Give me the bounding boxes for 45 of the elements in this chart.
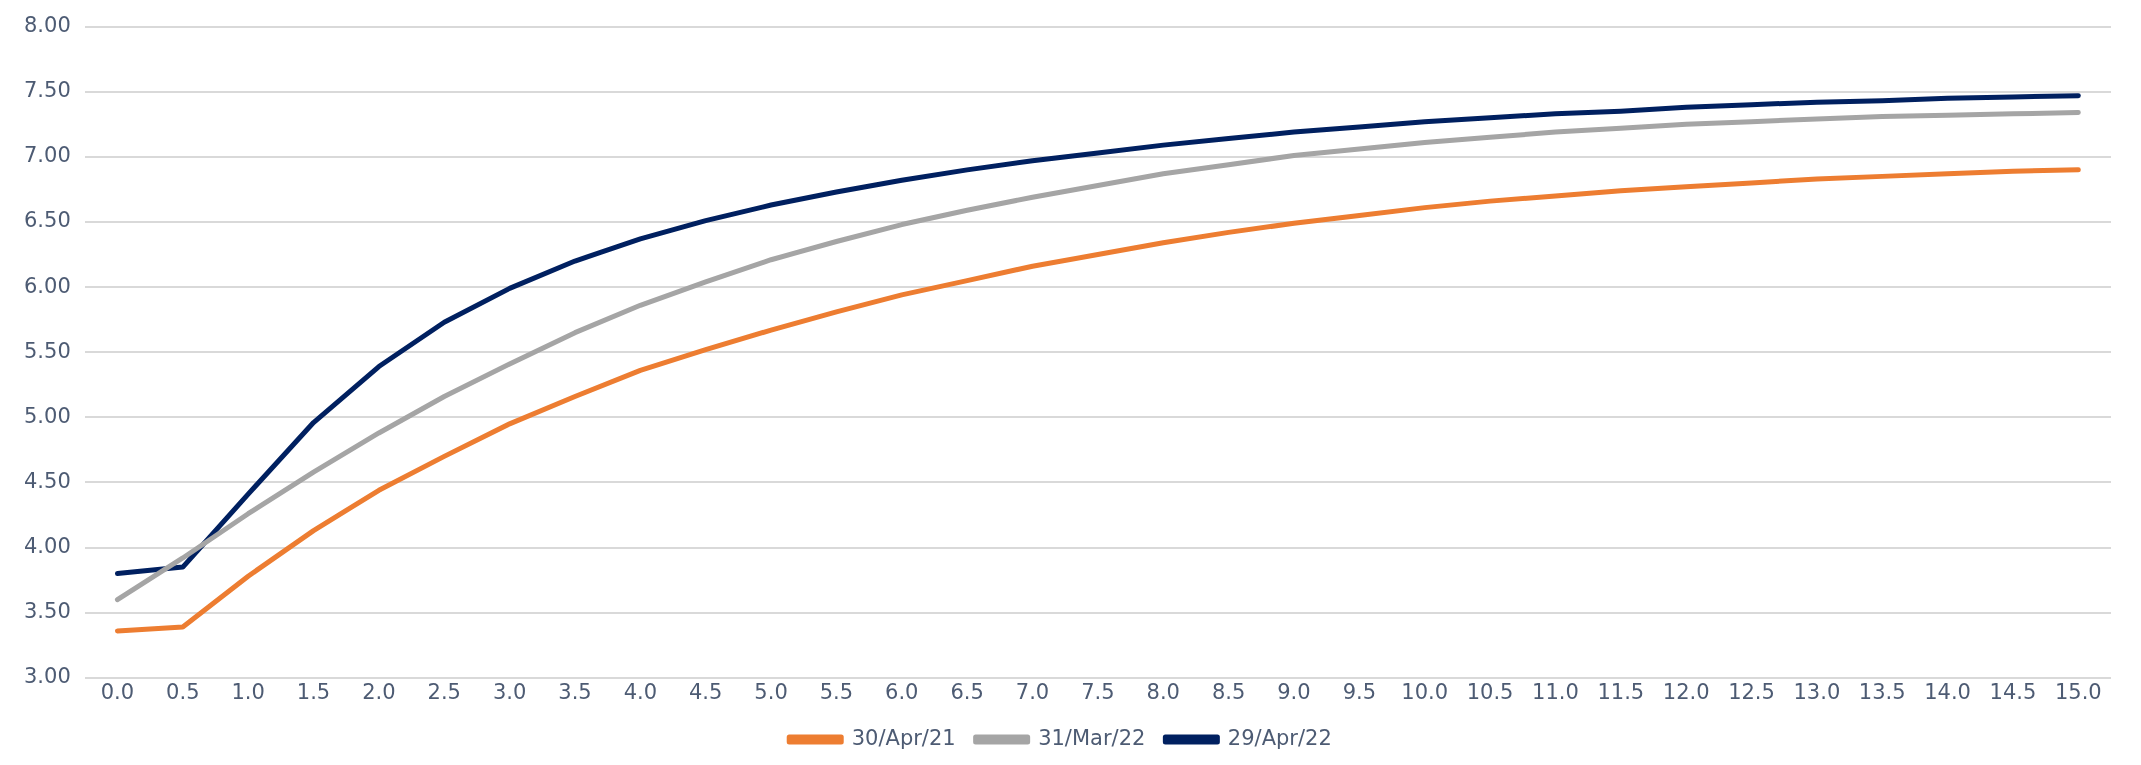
legend-label: 31/Mar/22	[1038, 725, 1146, 750]
x-tick-label: 3.0	[492, 679, 527, 704]
x-tick-label: 10.0	[1401, 679, 1449, 704]
x-tick-label: 9.0	[1277, 679, 1311, 704]
x-tick-label: 15.0	[2054, 679, 2102, 704]
x-tick-label: 13.5	[1858, 679, 1906, 704]
x-tick-label: 2.5	[427, 679, 461, 704]
y-tick-label: 3.50	[23, 599, 71, 624]
y-tick-label: 7.50	[23, 78, 71, 103]
x-tick-label: 9.5	[1342, 679, 1377, 704]
y-tick-label: 6.00	[23, 273, 71, 298]
x-tick-label: 2.0	[362, 679, 396, 704]
y-tick-label: 8.00	[23, 13, 71, 38]
x-tick-label: 5.0	[754, 679, 788, 704]
x-tick-label: 1.0	[231, 679, 265, 704]
y-tick-label: 3.00	[23, 664, 71, 689]
x-tick-label: 6.5	[950, 679, 984, 704]
x-tick-label: 8.0	[1146, 679, 1180, 704]
x-tick-label: 7.0	[1015, 679, 1050, 704]
x-tick-label: 0.0	[100, 679, 135, 704]
legend-label: 29/Apr/22	[1227, 725, 1332, 750]
x-tick-label: 0.5	[166, 679, 200, 704]
y-tick-label: 7.00	[23, 143, 71, 168]
y-tick-label: 6.50	[23, 208, 71, 233]
x-tick-label: 5.5	[819, 679, 854, 704]
x-tick-label: 3.5	[558, 679, 592, 704]
x-tick-label: 11.0	[1532, 679, 1579, 704]
x-tick-label: 4.0	[623, 679, 658, 704]
x-tick-label: 12.0	[1662, 679, 1710, 704]
x-tick-label: 14.0	[1924, 679, 1971, 704]
x-tick-label: 13.0	[1793, 679, 1841, 704]
y-tick-label: 5.00	[23, 403, 71, 428]
y-tick-label: 5.50	[23, 338, 71, 363]
x-tick-label: 6.0	[885, 679, 919, 704]
y-tick-label: 4.50	[23, 468, 71, 493]
x-tick-label: 14.5	[1989, 679, 2037, 704]
x-tick-label: 8.5	[1211, 679, 1246, 704]
y-tick-label: 4.00	[23, 534, 71, 559]
x-tick-label: 12.5	[1728, 679, 1775, 704]
x-tick-label: 4.5	[689, 679, 723, 704]
x-tick-label: 1.5	[296, 679, 331, 704]
x-tick-label: 11.5	[1597, 679, 1645, 704]
x-tick-label: 7.5	[1081, 679, 1115, 704]
legend-label: 30/Apr/21	[851, 725, 956, 750]
x-tick-label: 10.5	[1466, 679, 1514, 704]
